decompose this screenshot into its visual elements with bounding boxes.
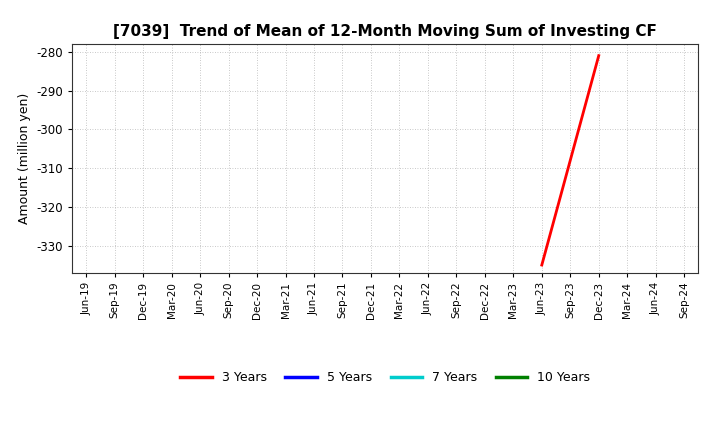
3 Years xyxy=(566,158,575,163)
Y-axis label: Amount (million yen): Amount (million yen) xyxy=(18,93,31,224)
Legend: 3 Years, 5 Years, 7 Years, 10 Years: 3 Years, 5 Years, 7 Years, 10 Years xyxy=(176,366,595,389)
Title: [7039]  Trend of Mean of 12-Month Moving Sum of Investing CF: [7039] Trend of Mean of 12-Month Moving … xyxy=(113,24,657,39)
Line: 3 Years: 3 Years xyxy=(541,55,599,265)
3 Years xyxy=(537,262,546,268)
3 Years xyxy=(595,53,603,58)
